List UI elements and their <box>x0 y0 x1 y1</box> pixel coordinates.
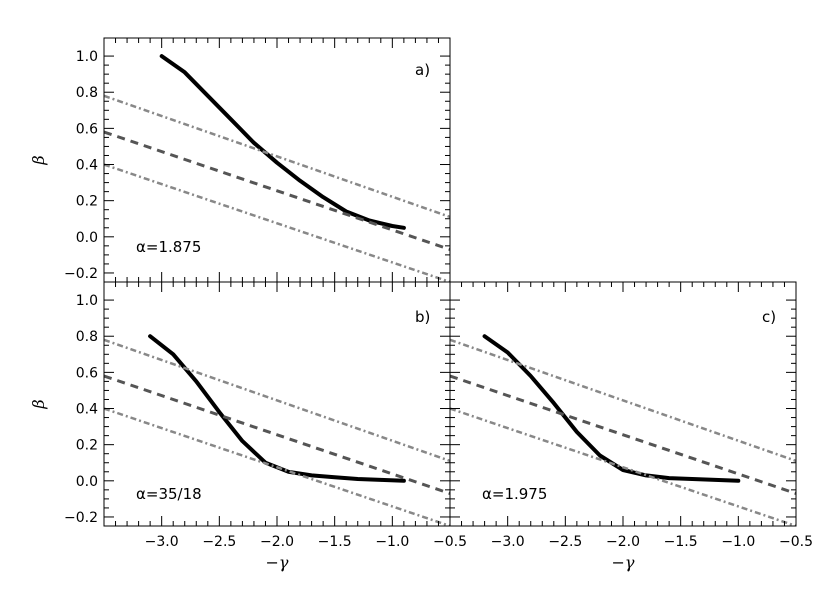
y-axis-title: β <box>29 155 48 165</box>
x-tick-label: −2.5 <box>548 534 582 550</box>
y-tick-label: 0.6 <box>76 365 98 381</box>
x-tick-label: −1.0 <box>375 534 409 550</box>
x-tick-label: −1.5 <box>318 534 352 550</box>
series-line-solid-thick <box>159 54 406 230</box>
x-tick-label: −3.0 <box>491 534 525 550</box>
x-tick-label: −3.0 <box>145 534 179 550</box>
panel-label: c) <box>762 308 776 326</box>
x-tick-label: −1.5 <box>664 534 698 550</box>
y-tick-label: 0.6 <box>76 121 98 137</box>
x-axis-title: −γ <box>612 553 635 572</box>
x-axis-title: −γ <box>266 553 289 572</box>
panel-b: 1.0 0.8 0.6 0.4 0.2 0.0 −0.2 −3.0 −2.5 −2.0 −1.5 −1… <box>29 281 467 572</box>
series-line-dash-dot-lower <box>450 407 796 526</box>
series-line-dashed-center <box>104 374 450 495</box>
alpha-annotation: α=1.875 <box>136 238 201 256</box>
series-line-dash-dot-upper <box>104 338 450 463</box>
series-group <box>450 334 796 526</box>
series-line-dash-dot-lower <box>104 407 450 526</box>
series-line-solid-thick <box>482 334 741 483</box>
series-line-dashed-center <box>104 130 450 251</box>
alpha-annotation: α=35/18 <box>136 485 202 503</box>
x-tick-label: −2.5 <box>202 534 236 550</box>
y-tick-label: −0.2 <box>64 266 98 282</box>
x-tick-label: −0.5 <box>433 534 467 550</box>
series-line-dash-dot-lower <box>104 163 450 282</box>
series-group <box>104 334 450 526</box>
series-line-dash-dot-upper <box>450 338 796 463</box>
panel-c: −3.0 −2.5 −2.0 −1.5 −1.0 −0.5 −γ c) α=1.975 <box>449 281 813 572</box>
series-line-solid-thick <box>148 334 406 483</box>
y-tick-label: 0.4 <box>76 158 98 174</box>
y-tick-label: 0.8 <box>76 329 98 345</box>
y-tick-label: 0.0 <box>76 230 98 246</box>
y-tick-label: 0.8 <box>76 85 98 101</box>
y-axis-title: β <box>29 399 48 409</box>
x-tick-label: −0.5 <box>779 534 813 550</box>
panel-label: a) <box>415 61 430 79</box>
x-tick-label: −2.0 <box>606 534 640 550</box>
y-tick-label: −0.2 <box>64 510 98 526</box>
y-tick-label: 1.0 <box>76 49 98 65</box>
alpha-annotation: α=1.975 <box>482 485 547 503</box>
y-tick-label: 0.2 <box>76 194 98 210</box>
y-tick-label: 1.0 <box>76 293 98 309</box>
x-tick-label: −1.0 <box>721 534 755 550</box>
x-tick-label: −2.0 <box>260 534 294 550</box>
series-line-dash-dot-upper <box>104 94 450 219</box>
series-line-dashed-center <box>450 374 796 495</box>
panel-label: b) <box>415 308 430 326</box>
panel-a: 1.0 0.8 0.6 0.4 0.2 0.0 −0.2 β a) α=1.875 <box>29 37 451 283</box>
y-tick-label: 0.4 <box>76 402 98 418</box>
y-tick-label: 0.0 <box>76 474 98 490</box>
series-group <box>104 54 450 282</box>
y-tick-label: 0.2 <box>76 438 98 454</box>
